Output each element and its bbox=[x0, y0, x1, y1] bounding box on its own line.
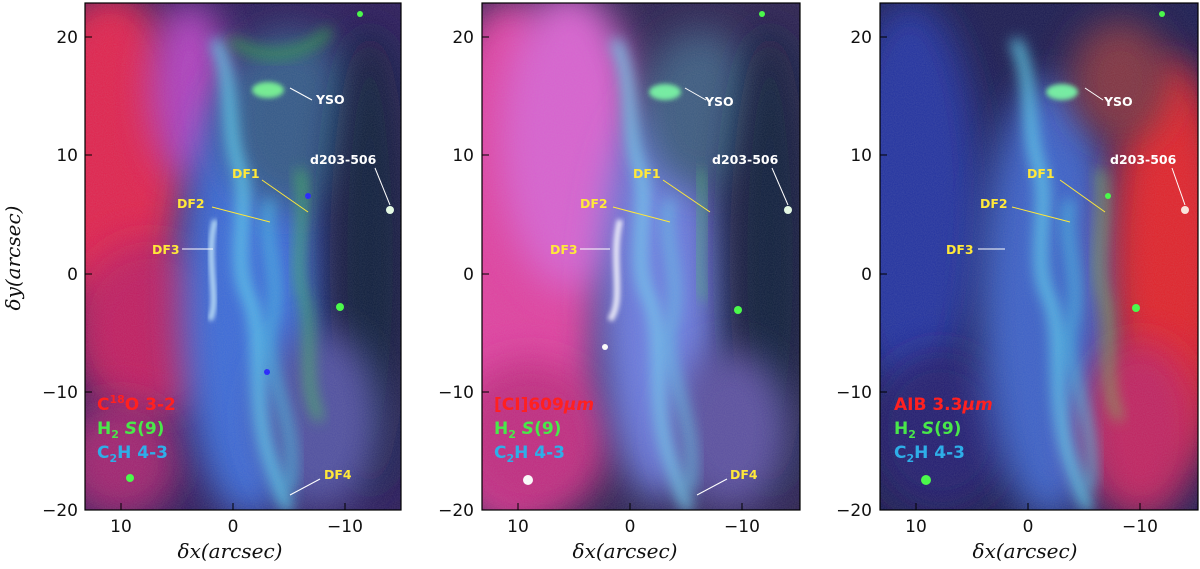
ytick: 20 bbox=[56, 28, 78, 48]
panel-2: 20 10 0 −10 −20 10 0 −10 δx(arcsec) YSO … bbox=[400, 0, 801, 569]
x-axis-label: δx(arcsec) bbox=[178, 539, 283, 563]
legend-panel-1: C18O 3-2 H2 S(9) C2H 4-3 bbox=[97, 393, 176, 465]
ytick: −20 bbox=[438, 501, 474, 521]
label-df2: DF2 bbox=[980, 196, 1008, 211]
label-df3: DF3 bbox=[152, 242, 180, 257]
legend-panel-2: [CI]609μm H2 S(9) C2H 4-3 bbox=[494, 395, 594, 465]
label-yso: YSO bbox=[704, 94, 734, 109]
legend-green: H2 S(9) bbox=[894, 419, 961, 441]
panel-2-figure: 20 10 0 −10 −20 10 0 −10 δx(arcsec) YSO … bbox=[438, 2, 801, 563]
label-df1: DF1 bbox=[232, 166, 260, 181]
ytick: −20 bbox=[836, 501, 872, 521]
ytick: 0 bbox=[861, 265, 872, 285]
label-df3: DF3 bbox=[946, 242, 974, 257]
ytick: 0 bbox=[67, 265, 78, 285]
ytick: 10 bbox=[56, 146, 78, 166]
ytick: −20 bbox=[42, 501, 78, 521]
sky-image bbox=[880, 3, 1198, 510]
label-df2: DF2 bbox=[580, 196, 608, 211]
ytick: 0 bbox=[463, 265, 474, 285]
legend-red: AIB 3.3μm bbox=[894, 395, 993, 415]
ytick: 10 bbox=[850, 146, 872, 166]
legend-blue: C2H 4-3 bbox=[97, 443, 168, 465]
legend-red: C18O 3-2 bbox=[97, 393, 176, 415]
sky-image bbox=[85, 3, 401, 510]
xtick: 10 bbox=[905, 517, 927, 537]
label-yso: YSO bbox=[315, 92, 345, 107]
xtick: 0 bbox=[228, 517, 239, 537]
label-df4: DF4 bbox=[730, 467, 758, 482]
legend-blue: C2H 4-3 bbox=[894, 443, 965, 465]
y-axis-label: δy(arcsec) bbox=[1, 206, 25, 311]
xtick: 10 bbox=[507, 517, 529, 537]
legend-green: H2 S(9) bbox=[97, 419, 164, 441]
xtick: 0 bbox=[1023, 517, 1034, 537]
label-df2: DF2 bbox=[177, 196, 205, 211]
ticks-panel-2: 20 10 0 −10 −20 10 0 −10 bbox=[438, 28, 760, 537]
legend-green: H2 S(9) bbox=[494, 419, 561, 441]
ytick: −10 bbox=[42, 383, 78, 403]
ytick: 20 bbox=[452, 28, 474, 48]
panel-1: δy(arcsec) bbox=[0, 0, 402, 569]
legend-red: [CI]609μm bbox=[494, 395, 594, 415]
label-df1: DF1 bbox=[1027, 166, 1055, 181]
label-yso: YSO bbox=[1103, 94, 1133, 109]
label-d203-506: d203-506 bbox=[310, 152, 377, 167]
label-d203-506: d203-506 bbox=[1110, 152, 1177, 167]
ytick: 20 bbox=[850, 28, 872, 48]
x-axis-label: δx(arcsec) bbox=[973, 539, 1078, 563]
panel-3: 20 10 0 −10 −20 10 0 −10 δx(arcsec) YSO … bbox=[800, 0, 1200, 569]
ticks-panel-3: 20 10 0 −10 −20 10 0 −10 bbox=[836, 28, 1158, 537]
label-df3: DF3 bbox=[550, 242, 578, 257]
xtick: −10 bbox=[1122, 517, 1158, 537]
xtick: 10 bbox=[110, 517, 132, 537]
label-df4: DF4 bbox=[324, 467, 352, 482]
xtick: 0 bbox=[625, 517, 636, 537]
legend-panel-3: AIB 3.3μm H2 S(9) C2H 4-3 bbox=[894, 395, 993, 465]
ytick: −10 bbox=[836, 383, 872, 403]
panel-1-figure: δy(arcsec) bbox=[1, 2, 402, 563]
sky-image bbox=[482, 3, 800, 510]
ytick: 10 bbox=[452, 146, 474, 166]
label-df1: DF1 bbox=[633, 166, 661, 181]
x-axis-label: δx(arcsec) bbox=[573, 539, 678, 563]
xtick: −10 bbox=[327, 517, 363, 537]
legend-blue: C2H 4-3 bbox=[494, 443, 565, 465]
ytick: −10 bbox=[438, 383, 474, 403]
xtick: −10 bbox=[724, 517, 760, 537]
label-d203-506: d203-506 bbox=[712, 152, 779, 167]
ticks-panel-1: 20 10 0 −10 −20 10 0 −10 bbox=[42, 28, 363, 537]
panel-3-figure: 20 10 0 −10 −20 10 0 −10 δx(arcsec) YSO … bbox=[836, 2, 1199, 563]
